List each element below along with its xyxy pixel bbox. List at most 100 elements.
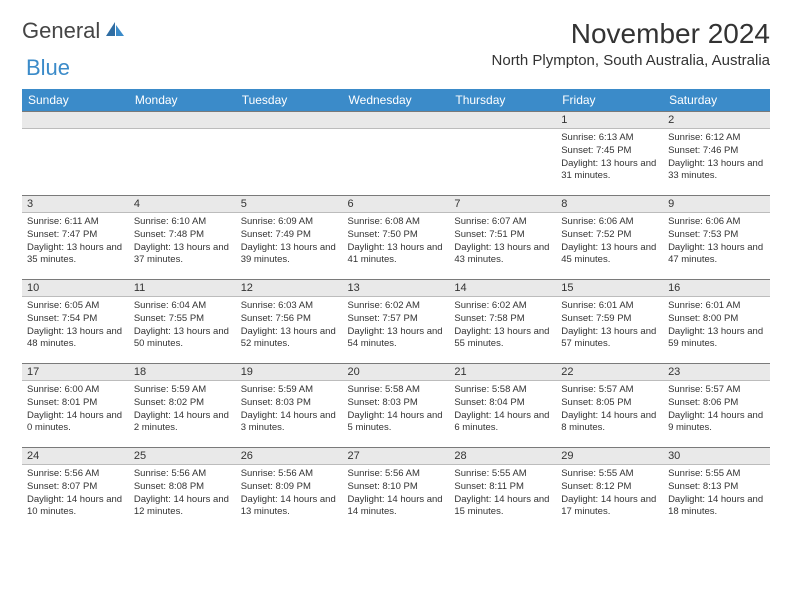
day-details: Sunrise: 6:01 AMSunset: 7:59 PMDaylight:… (556, 297, 663, 356)
day-details: Sunrise: 6:09 AMSunset: 7:49 PMDaylight:… (236, 213, 343, 272)
day-number (129, 111, 236, 129)
weekday-header: Monday (129, 89, 236, 111)
calendar-day-cell: 7Sunrise: 6:07 AMSunset: 7:51 PMDaylight… (449, 195, 556, 279)
day-number: 22 (556, 363, 663, 381)
day-number: 29 (556, 447, 663, 465)
day-details: Sunrise: 6:04 AMSunset: 7:55 PMDaylight:… (129, 297, 236, 356)
day-details: Sunrise: 5:57 AMSunset: 8:05 PMDaylight:… (556, 381, 663, 440)
day-number (449, 111, 556, 129)
calendar-day-cell (22, 111, 129, 195)
day-number: 28 (449, 447, 556, 465)
calendar-day-cell: 15Sunrise: 6:01 AMSunset: 7:59 PMDayligh… (556, 279, 663, 363)
day-number (236, 111, 343, 129)
calendar-day-cell: 21Sunrise: 5:58 AMSunset: 8:04 PMDayligh… (449, 363, 556, 447)
calendar-day-cell: 9Sunrise: 6:06 AMSunset: 7:53 PMDaylight… (663, 195, 770, 279)
logo-text-general: General (22, 18, 100, 44)
day-details: Sunrise: 5:56 AMSunset: 8:10 PMDaylight:… (343, 465, 450, 524)
calendar-body: 1Sunrise: 6:13 AMSunset: 7:45 PMDaylight… (22, 111, 770, 531)
calendar-week-row: 17Sunrise: 6:00 AMSunset: 8:01 PMDayligh… (22, 363, 770, 447)
day-number: 30 (663, 447, 770, 465)
day-details: Sunrise: 5:56 AMSunset: 8:07 PMDaylight:… (22, 465, 129, 524)
day-number: 18 (129, 363, 236, 381)
calendar-day-cell (449, 111, 556, 195)
day-details: Sunrise: 6:07 AMSunset: 7:51 PMDaylight:… (449, 213, 556, 272)
day-details: Sunrise: 6:02 AMSunset: 7:58 PMDaylight:… (449, 297, 556, 356)
calendar-day-cell: 18Sunrise: 5:59 AMSunset: 8:02 PMDayligh… (129, 363, 236, 447)
day-details: Sunrise: 5:55 AMSunset: 8:12 PMDaylight:… (556, 465, 663, 524)
day-details: Sunrise: 6:00 AMSunset: 8:01 PMDaylight:… (22, 381, 129, 440)
calendar-day-cell: 16Sunrise: 6:01 AMSunset: 8:00 PMDayligh… (663, 279, 770, 363)
day-number: 17 (22, 363, 129, 381)
calendar-day-cell: 1Sunrise: 6:13 AMSunset: 7:45 PMDaylight… (556, 111, 663, 195)
day-details: Sunrise: 5:55 AMSunset: 8:11 PMDaylight:… (449, 465, 556, 524)
calendar-day-cell: 6Sunrise: 6:08 AMSunset: 7:50 PMDaylight… (343, 195, 450, 279)
calendar-day-cell: 2Sunrise: 6:12 AMSunset: 7:46 PMDaylight… (663, 111, 770, 195)
day-number: 21 (449, 363, 556, 381)
calendar-day-cell: 3Sunrise: 6:11 AMSunset: 7:47 PMDaylight… (22, 195, 129, 279)
day-number (22, 111, 129, 129)
day-details (236, 129, 343, 137)
calendar-day-cell: 26Sunrise: 5:56 AMSunset: 8:09 PMDayligh… (236, 447, 343, 531)
day-details: Sunrise: 6:05 AMSunset: 7:54 PMDaylight:… (22, 297, 129, 356)
calendar-table: SundayMondayTuesdayWednesdayThursdayFrid… (22, 89, 770, 531)
day-details (22, 129, 129, 137)
day-number: 24 (22, 447, 129, 465)
day-number: 11 (129, 279, 236, 297)
day-number: 13 (343, 279, 450, 297)
calendar-day-cell: 8Sunrise: 6:06 AMSunset: 7:52 PMDaylight… (556, 195, 663, 279)
calendar-week-row: 3Sunrise: 6:11 AMSunset: 7:47 PMDaylight… (22, 195, 770, 279)
calendar-week-row: 10Sunrise: 6:05 AMSunset: 7:54 PMDayligh… (22, 279, 770, 363)
day-number: 20 (343, 363, 450, 381)
day-number: 2 (663, 111, 770, 129)
calendar-day-cell: 10Sunrise: 6:05 AMSunset: 7:54 PMDayligh… (22, 279, 129, 363)
day-number: 9 (663, 195, 770, 213)
weekday-header: Wednesday (343, 89, 450, 111)
day-number: 6 (343, 195, 450, 213)
weekday-header: Thursday (449, 89, 556, 111)
day-details: Sunrise: 5:56 AMSunset: 8:09 PMDaylight:… (236, 465, 343, 524)
calendar-day-cell: 25Sunrise: 5:56 AMSunset: 8:08 PMDayligh… (129, 447, 236, 531)
calendar-day-cell (236, 111, 343, 195)
day-details: Sunrise: 6:06 AMSunset: 7:53 PMDaylight:… (663, 213, 770, 272)
day-details: Sunrise: 6:01 AMSunset: 8:00 PMDaylight:… (663, 297, 770, 356)
calendar-day-cell (343, 111, 450, 195)
day-number: 14 (449, 279, 556, 297)
day-number: 27 (343, 447, 450, 465)
day-details: Sunrise: 6:02 AMSunset: 7:57 PMDaylight:… (343, 297, 450, 356)
day-details: Sunrise: 5:59 AMSunset: 8:02 PMDaylight:… (129, 381, 236, 440)
day-details: Sunrise: 6:08 AMSunset: 7:50 PMDaylight:… (343, 213, 450, 272)
month-title: November 2024 (492, 18, 770, 50)
calendar-day-cell (129, 111, 236, 195)
weekday-header: Saturday (663, 89, 770, 111)
day-number: 10 (22, 279, 129, 297)
day-details (129, 129, 236, 137)
weekday-header: Sunday (22, 89, 129, 111)
day-details: Sunrise: 6:11 AMSunset: 7:47 PMDaylight:… (22, 213, 129, 272)
day-details: Sunrise: 6:03 AMSunset: 7:56 PMDaylight:… (236, 297, 343, 356)
calendar-day-cell: 4Sunrise: 6:10 AMSunset: 7:48 PMDaylight… (129, 195, 236, 279)
day-details: Sunrise: 6:13 AMSunset: 7:45 PMDaylight:… (556, 129, 663, 188)
day-number (343, 111, 450, 129)
day-details: Sunrise: 5:57 AMSunset: 8:06 PMDaylight:… (663, 381, 770, 440)
logo-text-blue: Blue (26, 55, 70, 80)
calendar-day-cell: 28Sunrise: 5:55 AMSunset: 8:11 PMDayligh… (449, 447, 556, 531)
day-details: Sunrise: 5:58 AMSunset: 8:03 PMDaylight:… (343, 381, 450, 440)
weekday-header-row: SundayMondayTuesdayWednesdayThursdayFrid… (22, 89, 770, 111)
calendar-week-row: 24Sunrise: 5:56 AMSunset: 8:07 PMDayligh… (22, 447, 770, 531)
day-details (343, 129, 450, 137)
calendar-day-cell: 30Sunrise: 5:55 AMSunset: 8:13 PMDayligh… (663, 447, 770, 531)
day-number: 7 (449, 195, 556, 213)
day-number: 19 (236, 363, 343, 381)
day-number: 23 (663, 363, 770, 381)
day-number: 3 (22, 195, 129, 213)
day-number: 5 (236, 195, 343, 213)
calendar-week-row: 1Sunrise: 6:13 AMSunset: 7:45 PMDaylight… (22, 111, 770, 195)
calendar-day-cell: 5Sunrise: 6:09 AMSunset: 7:49 PMDaylight… (236, 195, 343, 279)
day-number: 12 (236, 279, 343, 297)
calendar-day-cell: 24Sunrise: 5:56 AMSunset: 8:07 PMDayligh… (22, 447, 129, 531)
day-number: 4 (129, 195, 236, 213)
day-number: 1 (556, 111, 663, 129)
location-text: North Plympton, South Australia, Austral… (492, 52, 770, 69)
calendar-day-cell: 20Sunrise: 5:58 AMSunset: 8:03 PMDayligh… (343, 363, 450, 447)
day-number: 8 (556, 195, 663, 213)
